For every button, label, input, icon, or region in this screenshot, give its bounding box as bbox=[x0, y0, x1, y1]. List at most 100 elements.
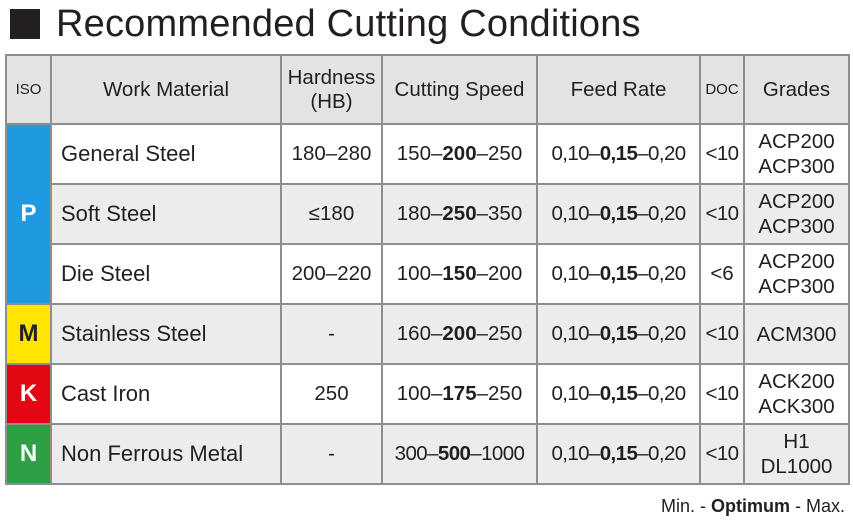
legend-footnote: Min. - Optimum - Max. bbox=[661, 496, 845, 517]
iso-group-p: P bbox=[5, 123, 52, 305]
table-row: Soft Steel ≤180 180–250–350 0,10–0,15–0,20 <… bbox=[6, 183, 850, 245]
grade-label: ACP300 bbox=[758, 215, 835, 238]
hardness-cell: - bbox=[280, 303, 383, 365]
header-hardness-line1: Hardness bbox=[287, 65, 376, 89]
header-iso: ISO bbox=[5, 54, 52, 125]
feed-max: –0,20 bbox=[637, 442, 686, 465]
speed-min: 300– bbox=[394, 442, 439, 465]
speed-optimum: 200 bbox=[442, 322, 477, 345]
speed-min: 100– bbox=[396, 382, 443, 405]
hardness-cell: 180–280 bbox=[280, 123, 383, 185]
feed-max: –0,20 bbox=[637, 202, 686, 225]
grades-cell: H1 DL1000 bbox=[743, 423, 850, 485]
doc-cell: <10 bbox=[699, 183, 745, 245]
page-title-row: Recommended Cutting Conditions bbox=[10, 0, 641, 48]
table-row: M Stainless Steel -160–200–250 0,10–0,15–0,… bbox=[5, 303, 850, 365]
speed-optimum: 250 bbox=[442, 202, 477, 225]
feed-rate-cell: 0,10–0,15–0,20 bbox=[536, 363, 701, 425]
speed-optimum: 500 bbox=[437, 442, 471, 465]
work-material-cell: Die Steel bbox=[50, 243, 282, 305]
feed-optimum: 0,15 bbox=[599, 442, 638, 465]
feed-optimum: 0,15 bbox=[599, 202, 638, 225]
header-doc: DOC bbox=[699, 54, 745, 125]
iso-group-k: K bbox=[5, 363, 52, 425]
speed-max: –1000 bbox=[470, 442, 525, 465]
header-hardness-line2: (HB) bbox=[310, 89, 353, 113]
grades-cell: ACP200 ACP300 bbox=[743, 243, 850, 305]
cutting-speed-cell: 100–175–250 bbox=[381, 363, 538, 425]
header-feed-rate: Feed Rate bbox=[536, 54, 701, 125]
doc-cell: <10 bbox=[699, 363, 745, 425]
doc-cell: <10 bbox=[699, 303, 745, 365]
table-row: N Non Ferrous Metal -300–500–1000 0,10–0,15… bbox=[5, 423, 850, 485]
feed-optimum: 0,15 bbox=[599, 322, 638, 345]
page-title: Recommended Cutting Conditions bbox=[56, 2, 641, 45]
speed-min: 100– bbox=[396, 262, 443, 285]
cutting-speed-cell: 160–200–250 bbox=[381, 303, 538, 365]
footnote-max: - Max. bbox=[789, 496, 845, 516]
grade-label: DL1000 bbox=[760, 455, 833, 478]
feed-min: 0,10– bbox=[551, 382, 600, 405]
speed-max: –250 bbox=[476, 322, 523, 345]
cutting-speed-cell: 100–150–200 bbox=[381, 243, 538, 305]
speed-max: –250 bbox=[476, 382, 523, 405]
feed-optimum: 0,15 bbox=[599, 142, 638, 165]
speed-min: 160– bbox=[396, 322, 443, 345]
grade-label: ACP200 bbox=[758, 250, 835, 273]
grade-label: ACP200 bbox=[758, 130, 835, 153]
grade-label: H1 bbox=[783, 430, 810, 453]
feed-max: –0,20 bbox=[637, 322, 686, 345]
grades-cell: ACK200 ACK300 bbox=[743, 363, 850, 425]
title-square-bullet bbox=[10, 9, 40, 39]
hardness-cell: - bbox=[280, 423, 383, 485]
feed-min: 0,10– bbox=[551, 202, 600, 225]
speed-optimum: 175 bbox=[442, 382, 477, 405]
feed-rate-cell: 0,10–0,15–0,20 bbox=[536, 303, 701, 365]
speed-optimum: 200 bbox=[442, 142, 477, 165]
feed-min: 0,10– bbox=[551, 442, 600, 465]
work-material-cell: Non Ferrous Metal bbox=[50, 423, 282, 485]
work-material-cell: Stainless Steel bbox=[50, 303, 282, 365]
feed-max: –0,20 bbox=[637, 142, 686, 165]
doc-cell: <10 bbox=[699, 123, 745, 185]
header-work-material: Work Material bbox=[50, 54, 282, 125]
cutting-speed-cell: 180–250–350 bbox=[381, 183, 538, 245]
cutting-speed-cell: 150–200–250 bbox=[381, 123, 538, 185]
feed-max: –0,20 bbox=[637, 382, 686, 405]
speed-min: 150– bbox=[396, 142, 443, 165]
table-row: P General Steel 180–280 150–200–250 0,10–0,1… bbox=[5, 123, 850, 305]
grades-cell: ACP200 ACP300 bbox=[743, 183, 850, 245]
header-cutting-speed: Cutting Speed bbox=[381, 54, 538, 125]
header-grades: Grades bbox=[743, 54, 850, 125]
grades-cell: ACP200 ACP300 bbox=[743, 123, 850, 185]
feed-optimum: 0,15 bbox=[599, 382, 638, 405]
feed-min: 0,10– bbox=[551, 262, 600, 285]
hardness-cell: 250 bbox=[280, 363, 383, 425]
doc-cell: <10 bbox=[699, 423, 745, 485]
header-row: ISO Work Material Hardness (HB) Cutting … bbox=[5, 54, 850, 125]
feed-rate-cell: 0,10–0,15–0,20 bbox=[536, 123, 701, 185]
grade-label: ACP300 bbox=[758, 155, 835, 178]
feed-optimum: 0,15 bbox=[599, 262, 638, 285]
feed-min: 0,10– bbox=[551, 142, 600, 165]
feed-rate-cell: 0,10–0,15–0,20 bbox=[536, 243, 701, 305]
table-row: K Cast Iron 250 100–175–250 0,10–0,15–0,20 <1… bbox=[5, 363, 850, 425]
speed-max: –200 bbox=[476, 262, 523, 285]
feed-rate-cell: 0,10–0,15–0,20 bbox=[536, 183, 701, 245]
feed-rate-cell: 0,10–0,15–0,20 bbox=[536, 423, 701, 485]
header-hardness: Hardness (HB) bbox=[280, 54, 383, 125]
table-row: Die Steel 200–220 100–150–200 0,10–0,15–0,2… bbox=[6, 243, 850, 305]
doc-cell: <6 bbox=[699, 243, 745, 305]
grade-label: ACK300 bbox=[758, 395, 835, 418]
cutting-conditions-table: ISO Work Material Hardness (HB) Cutting … bbox=[5, 54, 850, 485]
work-material-cell: Cast Iron bbox=[50, 363, 282, 425]
grades-cell: ACM300 bbox=[743, 303, 850, 365]
hardness-cell: ≤180 bbox=[280, 183, 383, 245]
speed-optimum: 150 bbox=[442, 262, 477, 285]
work-material-cell: Soft Steel bbox=[50, 183, 282, 245]
grade-label: ACP300 bbox=[758, 275, 835, 298]
hardness-cell: 200–220 bbox=[280, 243, 383, 305]
iso-group-m: M bbox=[5, 303, 52, 365]
cutting-speed-cell: 300–500–1000 bbox=[381, 423, 538, 485]
speed-min: 180– bbox=[396, 202, 443, 225]
